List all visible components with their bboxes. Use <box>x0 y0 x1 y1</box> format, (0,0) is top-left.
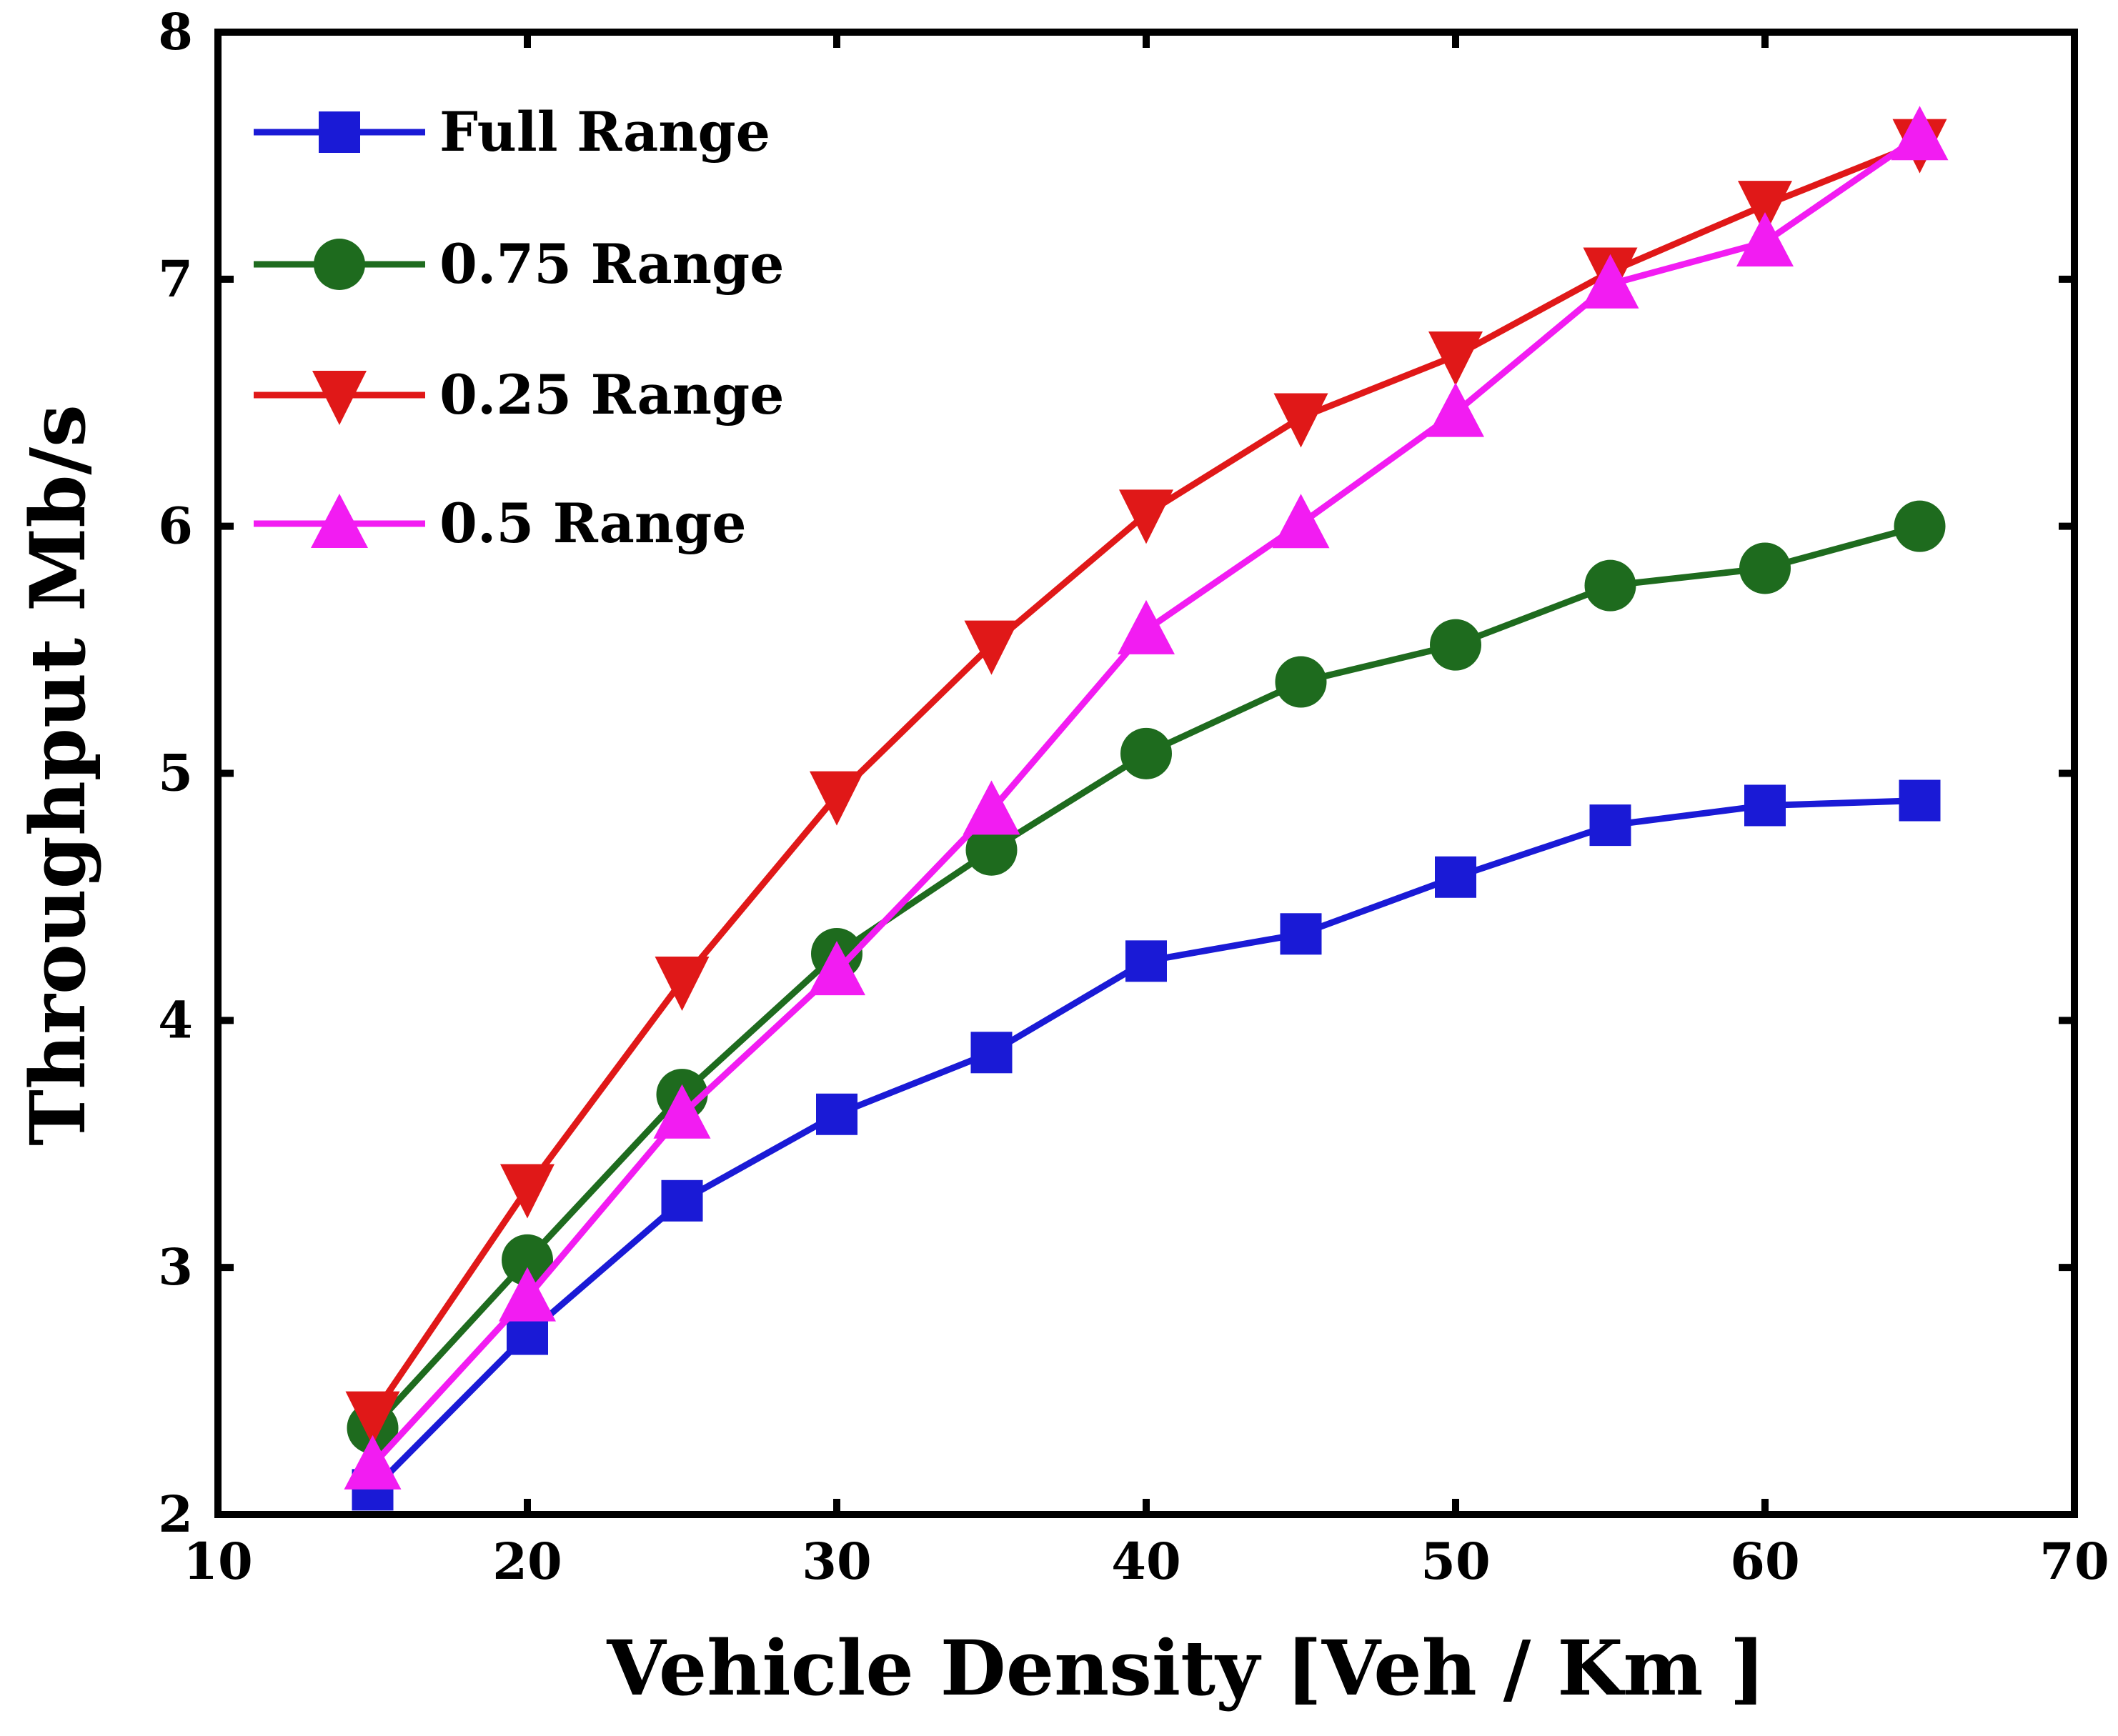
data-point-0-75-range <box>1120 727 1172 779</box>
legend-label: Full Range <box>439 100 770 164</box>
data-point-0-75-range <box>965 824 1018 876</box>
data-point-full-range <box>816 1093 857 1135</box>
data-point-0-25-range <box>655 957 710 1011</box>
data-point-0-25-range <box>1428 331 1483 386</box>
legend-entry-0-75-range: 0.75 Range <box>254 232 784 296</box>
x-tick-label: 50 <box>1421 1532 1490 1591</box>
data-point-0-75-range <box>1584 559 1636 612</box>
x-tick-label: 40 <box>1111 1532 1180 1591</box>
legend-marker-0-5-range <box>311 494 368 548</box>
y-tick-label: 4 <box>158 990 193 1049</box>
legend-label: 0.25 Range <box>439 363 784 426</box>
legend-marker-full-range <box>319 111 360 153</box>
legend-marker-0-75-range <box>314 239 365 290</box>
y-tick-labels: 2 3 4 5 6 7 8 <box>158 2 193 1544</box>
data-point-full-range <box>1589 804 1631 847</box>
data-point-0-25-range <box>345 1391 400 1446</box>
data-point-0-5-range <box>1118 599 1175 654</box>
data-point-full-range <box>1744 784 1786 827</box>
data-point-0-25-range <box>1738 181 1792 236</box>
y-tick-label: 6 <box>158 497 193 556</box>
data-point-0-75-range <box>1430 619 1481 671</box>
legend-entry-0-5-range: 0.5 Range <box>254 492 747 555</box>
x-tick-label: 60 <box>1730 1532 1799 1591</box>
data-point-full-range <box>1125 940 1167 982</box>
y-tick-label: 8 <box>158 2 193 61</box>
x-tick-label: 10 <box>183 1532 252 1591</box>
legend-label: 0.5 Range <box>439 492 747 555</box>
series-0-5-range <box>344 106 1949 1490</box>
data-point-full-range <box>1435 856 1476 898</box>
axis-ticks <box>218 32 2074 1515</box>
data-point-0-25-range <box>964 620 1019 675</box>
series-full-range <box>352 779 1941 1511</box>
data-point-0-25-range <box>810 771 864 826</box>
data-point-0-75-range <box>502 1234 553 1286</box>
data-point-0-75-range <box>1739 542 1791 594</box>
legend-marker-0-25-range <box>312 371 367 425</box>
y-tick-label: 2 <box>158 1485 193 1544</box>
data-point-full-range <box>1280 913 1322 955</box>
data-point-0-5-range <box>1581 254 1639 309</box>
data-point-0-25-range <box>500 1164 555 1219</box>
data-point-0-5-range <box>808 941 865 996</box>
x-tick-label: 30 <box>802 1532 871 1591</box>
y-tick-label: 7 <box>158 249 193 309</box>
y-tick-label: 5 <box>158 744 193 803</box>
data-point-0-5-range <box>1272 494 1330 549</box>
data-point-0-5-range <box>1736 211 1794 266</box>
x-axis-title: Vehicle Density [Veh / Km ] <box>606 1623 1765 1712</box>
data-point-0-25-range <box>1119 489 1173 544</box>
data-point-0-25-range <box>1273 393 1328 448</box>
data-point-full-range <box>970 1032 1013 1074</box>
x-tick-label: 70 <box>2039 1532 2109 1591</box>
x-tick-labels: 10 20 30 40 50 60 70 <box>183 1532 2109 1591</box>
legend-entry-0-25-range: 0.25 Range <box>254 363 784 426</box>
legend-entry-full-range: Full Range <box>254 100 770 164</box>
legend-label: 0.75 Range <box>439 232 784 296</box>
y-tick-label: 3 <box>158 1237 193 1297</box>
data-point-0-5-range <box>653 1084 711 1139</box>
data-point-full-range <box>661 1179 703 1222</box>
data-point-0-75-range <box>1275 656 1327 708</box>
data-point-0-75-range <box>1894 500 1946 552</box>
data-point-0-5-range <box>1427 382 1484 437</box>
series-layer <box>344 106 1949 1511</box>
y-axis-title: Throughput Mb/s <box>13 404 102 1146</box>
data-point-0-5-range <box>963 780 1020 835</box>
data-point-0-5-range <box>1891 106 1949 161</box>
data-point-0-5-range <box>344 1435 402 1490</box>
legend: Full Range 0.75 Range 0.25 Range 0.5 Range <box>254 100 784 555</box>
data-point-full-range <box>1899 779 1941 822</box>
data-point-0-5-range <box>499 1267 556 1322</box>
x-tick-label: 20 <box>492 1532 562 1591</box>
